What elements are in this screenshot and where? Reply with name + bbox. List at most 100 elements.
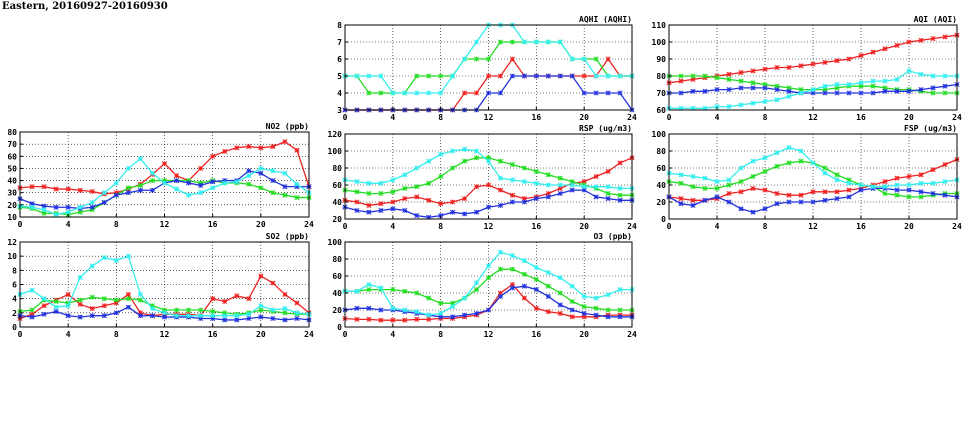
chart-aqhi: 0 4 8 12 16 20 24 3 4 5 6 7 8 AQHI (AQHI) — [337, 15, 637, 122]
data-point-cyan — [89, 199, 95, 205]
data-point-blue — [125, 190, 131, 196]
data-point-green — [533, 168, 539, 174]
data-point-cyan — [834, 81, 840, 88]
data-point-blue — [438, 213, 444, 219]
data-point-blue — [210, 315, 216, 322]
data-point-green — [545, 283, 551, 289]
x-tick-label: 4 — [390, 113, 395, 122]
y-tick-label: 80 — [332, 164, 342, 173]
data-point-red — [822, 59, 828, 65]
data-point-blue — [714, 194, 720, 200]
page-title: Eastern, 20160927-20160930 — [2, 1, 168, 12]
data-point-cyan — [690, 173, 696, 180]
data-point-red — [918, 172, 924, 178]
data-point-blue — [173, 178, 180, 184]
data-point-red — [390, 317, 396, 323]
data-point-red — [65, 291, 71, 297]
data-point-blue — [113, 192, 119, 198]
y-tick-label: 20 — [656, 198, 666, 207]
data-point-green — [473, 56, 480, 62]
x-tick-label: 20 — [256, 220, 266, 229]
data-point-red — [774, 64, 780, 71]
data-point-blue — [894, 88, 900, 94]
data-point-blue — [617, 197, 623, 203]
chart-title: SO2 (ppb) — [266, 232, 309, 241]
data-point-red — [750, 68, 756, 74]
data-point-green — [402, 185, 408, 191]
data-point-cyan — [533, 180, 539, 186]
data-point-red — [89, 188, 95, 195]
data-point-green — [414, 290, 420, 296]
data-point-cyan — [569, 283, 575, 289]
data-point-blue — [521, 199, 527, 205]
x-tick-label: 0 — [667, 222, 672, 231]
data-point-cyan — [726, 104, 732, 110]
data-point-green — [617, 307, 623, 313]
data-point-cyan — [426, 90, 432, 96]
data-point-green — [258, 185, 264, 191]
data-point-blue — [101, 313, 107, 319]
data-point-red — [426, 316, 432, 322]
data-point-cyan — [918, 71, 924, 77]
data-point-cyan — [390, 90, 396, 96]
data-point-green — [918, 194, 924, 200]
data-point-red — [726, 71, 732, 77]
data-point-cyan — [173, 186, 180, 192]
data-point-cyan — [77, 274, 83, 280]
data-point-blue — [366, 305, 372, 311]
data-point-blue — [581, 90, 587, 96]
x-tick-label: 0 — [18, 330, 23, 339]
data-point-green — [222, 310, 228, 316]
data-point-green — [390, 287, 396, 293]
x-tick-label: 8 — [763, 222, 768, 231]
data-point-cyan — [593, 73, 599, 79]
data-point-cyan — [882, 78, 888, 84]
data-point-cyan — [462, 56, 468, 62]
data-point-cyan — [906, 68, 912, 74]
y-tick-label: 60 — [332, 272, 342, 281]
data-point-green — [450, 300, 456, 306]
data-point-blue — [894, 187, 900, 193]
chart-fsp: 0 4 8 12 16 20 24 0 20 40 60 80 100 FSP (ug/m3) — [652, 124, 962, 231]
series-line-cyan — [19, 255, 310, 317]
data-point-cyan — [402, 90, 408, 96]
data-point-red — [678, 196, 684, 202]
data-point-blue — [834, 90, 840, 96]
data-point-cyan — [605, 73, 611, 79]
data-point-cyan — [29, 287, 35, 293]
data-point-cyan — [390, 305, 396, 311]
data-point-blue — [750, 85, 756, 91]
data-point-green — [246, 181, 252, 187]
y-tick-label: 8 — [337, 21, 342, 30]
data-point-green — [186, 307, 192, 313]
data-point-blue — [858, 90, 864, 96]
data-point-green — [53, 298, 59, 305]
data-point-blue — [137, 187, 143, 193]
data-point-cyan — [569, 56, 575, 62]
data-point-red — [906, 39, 912, 45]
data-point-cyan — [378, 73, 384, 79]
data-point-red — [414, 316, 420, 322]
data-point-green — [282, 192, 288, 198]
y-tick-label: 40 — [332, 289, 342, 298]
data-point-green — [569, 179, 575, 185]
data-point-red — [810, 189, 816, 195]
x-tick-label: 20 — [579, 330, 589, 339]
x-tick-label: 12 — [484, 330, 494, 339]
data-point-cyan — [485, 158, 492, 164]
data-point-green — [101, 296, 107, 302]
data-point-blue — [557, 302, 563, 308]
data-point-blue — [930, 85, 936, 91]
data-point-blue — [774, 87, 780, 93]
data-point-blue — [77, 314, 83, 320]
data-point-cyan — [762, 98, 768, 105]
data-point-blue — [702, 197, 708, 203]
data-point-cyan — [533, 264, 539, 271]
data-point-red — [282, 139, 288, 145]
data-point-cyan — [77, 204, 83, 210]
data-point-cyan — [726, 177, 732, 183]
data-point-blue — [521, 283, 527, 289]
data-point-red — [738, 189, 744, 195]
data-point-red — [77, 187, 83, 193]
data-point-green — [137, 182, 143, 188]
